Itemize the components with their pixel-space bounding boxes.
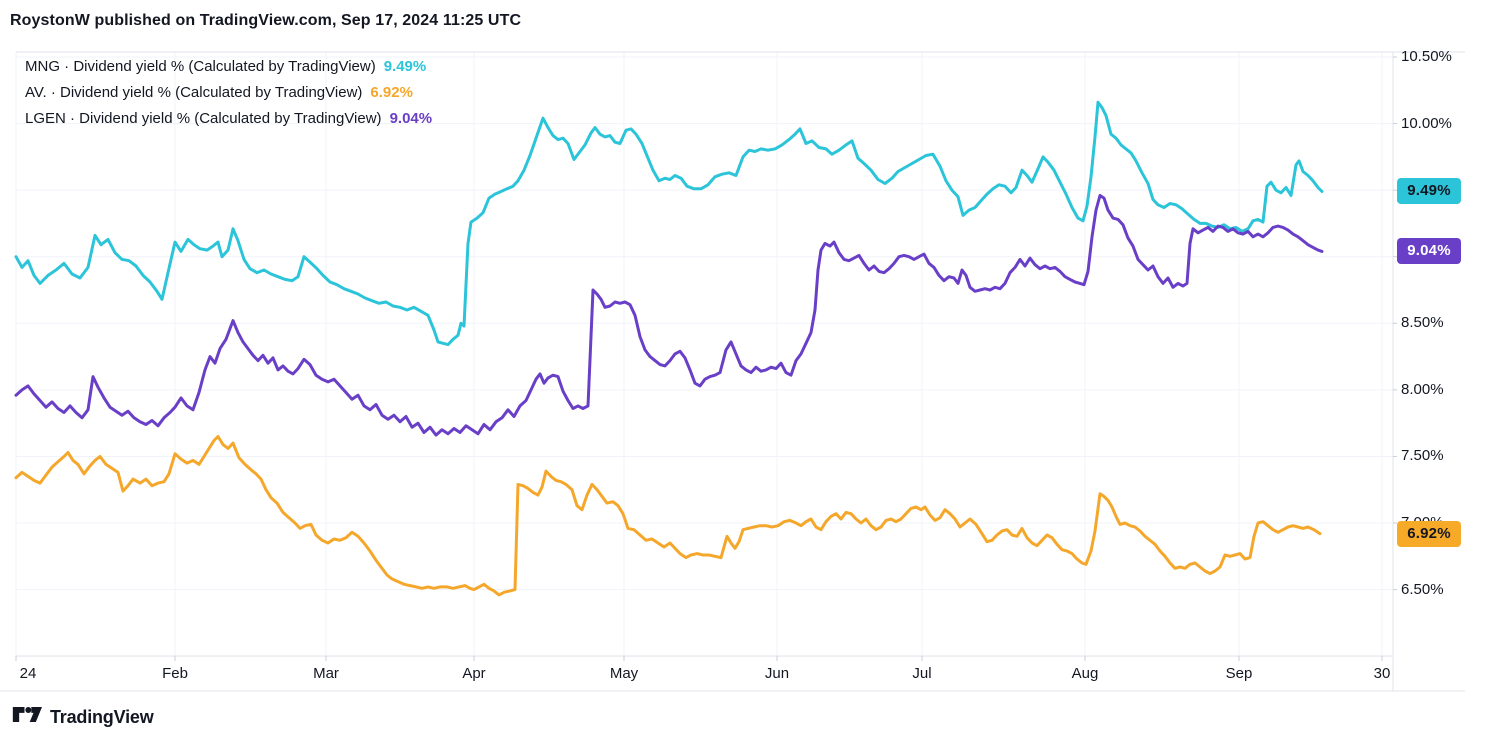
x-axis-label: Apr bbox=[462, 665, 486, 682]
price-badge: 6.92% bbox=[1397, 520, 1461, 547]
legend: MNG · Dividend yield % (Calculated by Tr… bbox=[25, 54, 432, 132]
brand-footer: TradingView bbox=[12, 702, 154, 732]
x-axis-label: 24 bbox=[19, 665, 37, 682]
y-axis-label: 8.50% bbox=[1401, 314, 1444, 332]
legend-value-av: 6.92% bbox=[370, 84, 413, 101]
tradingview-logo-icon bbox=[12, 702, 42, 732]
price-badge: 9.04% bbox=[1397, 238, 1461, 265]
x-axis-label: Sep bbox=[1225, 665, 1253, 682]
page-title: RoystonW published on TradingView.com, S… bbox=[10, 12, 522, 29]
legend-label-lgen: LGEN · Dividend yield % (Calculated by T… bbox=[25, 110, 382, 127]
legend-label-av: AV. · Dividend yield % (Calculated by Tr… bbox=[25, 84, 363, 101]
x-axis-label: Aug bbox=[1071, 665, 1099, 682]
legend-label-mng: MNG · Dividend yield % (Calculated by Tr… bbox=[25, 58, 376, 75]
y-axis-label: 6.50% bbox=[1401, 580, 1444, 598]
legend-item-av: AV. · Dividend yield % (Calculated by Tr… bbox=[25, 80, 432, 106]
brand-name: TradingView bbox=[50, 706, 154, 727]
price-badge: 9.49% bbox=[1397, 178, 1461, 205]
x-axis-label: Mar bbox=[313, 665, 339, 682]
y-axis-label: 10.00% bbox=[1401, 114, 1452, 132]
x-axis-label: May bbox=[609, 665, 639, 682]
x-axis-label: 30 bbox=[1373, 665, 1391, 682]
y-axis-label: 8.00% bbox=[1401, 380, 1444, 398]
legend-value-mng: 9.49% bbox=[383, 58, 427, 75]
y-axis-label: 10.50% bbox=[1401, 48, 1452, 65]
legend-item-lgen: LGEN · Dividend yield % (Calculated by T… bbox=[25, 106, 432, 132]
x-axis-label: Feb bbox=[162, 665, 188, 682]
y-axis-label: 7.50% bbox=[1401, 447, 1444, 465]
x-axis-label: Jul bbox=[912, 665, 932, 682]
legend-value-lgen: 9.04% bbox=[389, 110, 433, 127]
x-axis-label: Jun bbox=[764, 665, 790, 682]
legend-item-mng: MNG · Dividend yield % (Calculated by Tr… bbox=[25, 54, 432, 80]
